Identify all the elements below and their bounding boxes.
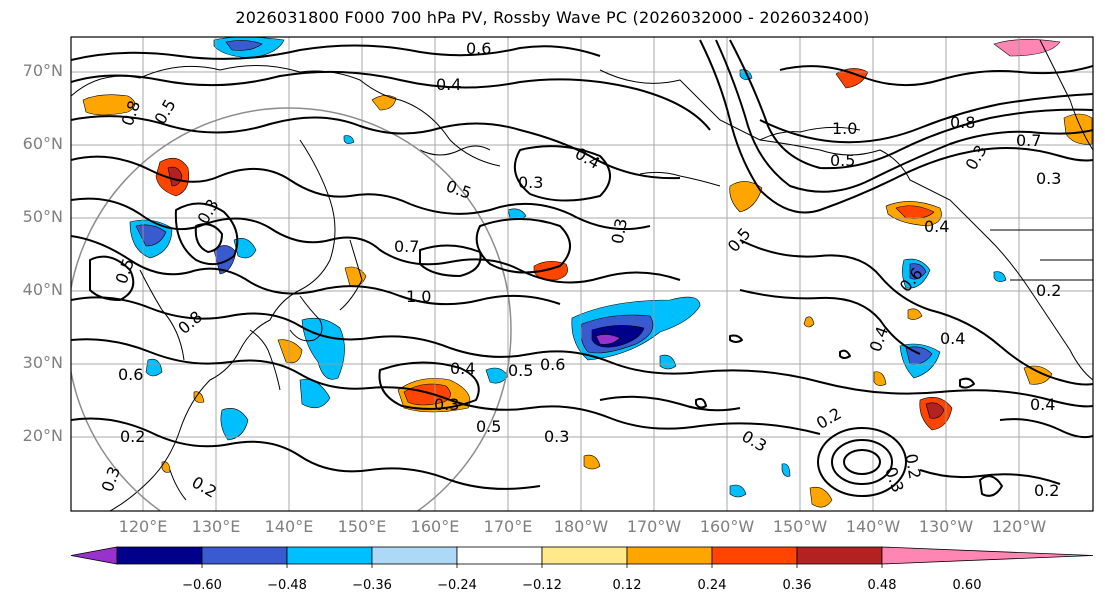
lat-label-40n: 40°N: [22, 280, 63, 299]
colorbar-tick-label: −0.24: [437, 578, 477, 593]
lon-label-130e: 130°E: [191, 517, 241, 536]
contour-label: 1.0: [406, 287, 431, 306]
map-panel: 0.6 0.4 0.8 0.5 0.3 0.4 0.3 0.5 0.7 1.0 …: [71, 37, 1093, 511]
colorbar-tick-label: −0.60: [182, 578, 222, 593]
colorbar-segment: [201, 546, 288, 565]
pv-anomaly-shading: [82, 37, 1093, 508]
colorbar-extend-low: [70, 546, 118, 565]
contour-label: 0.2: [1034, 481, 1059, 500]
lat-label-30n: 30°N: [22, 353, 63, 372]
contour-label: 0.6: [118, 365, 143, 384]
lat-label-60n: 60°N: [22, 134, 63, 153]
colorbar-tick-label: 0.48: [867, 578, 897, 593]
colorbar-segment: [116, 546, 203, 565]
colorbar-tick-label: 0.36: [782, 578, 812, 593]
colorbar-tick-label: 0.24: [697, 578, 727, 593]
contour-label: 0.6: [540, 355, 565, 374]
colorbar-segment: [541, 546, 628, 565]
lon-label-120e: 120°E: [118, 517, 168, 536]
contour-label: 0.2: [901, 452, 924, 480]
map-title: 2026031800 F000 700 hPa PV, Rossby Wave …: [235, 8, 870, 27]
contour-label: 0.4: [450, 359, 475, 378]
contour-label: 0.3: [434, 395, 459, 414]
colorbar-segment: [456, 546, 543, 565]
lon-label-120w: 120°W: [991, 517, 1047, 536]
colorbar-extend-high: [881, 546, 1094, 565]
lon-label-170e: 170°E: [483, 517, 533, 536]
lat-label-20n: 20°N: [22, 426, 63, 445]
contour-label: 0.3: [544, 427, 569, 446]
region-circle: [71, 107, 512, 511]
contour-label: 0.3: [518, 173, 543, 192]
contour-label: 0.2: [1036, 281, 1061, 300]
contour-label: 0.5: [476, 417, 501, 436]
colorbar-tick-label: −0.12: [522, 578, 562, 593]
contour-label: 0.4: [436, 75, 461, 94]
colorbar-segment: [626, 546, 713, 565]
colorbar-tick-label: 0.12: [612, 578, 642, 593]
contour-label: 0.3: [1036, 169, 1061, 188]
lon-label-150e: 150°E: [337, 517, 387, 536]
contour-label: 0.3: [608, 217, 631, 245]
lon-label-180w: 180°W: [553, 517, 609, 536]
colorbar-tick-label: −0.48: [267, 578, 307, 593]
colorbar-tick-label: −0.36: [352, 578, 392, 593]
contour-label: 0.4: [924, 217, 949, 236]
lon-label-160w: 160°W: [699, 517, 755, 536]
lon-label-160e: 160°E: [410, 517, 460, 536]
lon-label-170w: 170°W: [626, 517, 682, 536]
contour-label: 0.7: [394, 237, 419, 256]
contour-label: 0.8: [950, 113, 975, 132]
contour-label: 1.0: [832, 119, 857, 138]
lon-label-140e: 140°E: [264, 517, 314, 536]
colorbar-tick-label: 0.60: [952, 578, 982, 593]
contour-label: 0.4: [940, 329, 965, 348]
anomaly-negative: [129, 37, 1007, 498]
lon-label-130w: 130°W: [918, 517, 974, 536]
contour-label: 0.6: [466, 39, 491, 58]
colorbar: [70, 546, 1094, 568]
map-frame: [70, 36, 1094, 512]
contour-label: 0.4: [1030, 395, 1055, 414]
lon-label-150w: 150°W: [772, 517, 828, 536]
lat-label-70n: 70°N: [22, 61, 63, 80]
colorbar-segment: [796, 546, 883, 565]
contour-label: 0.5: [830, 151, 855, 170]
contour-label: 0.2: [120, 427, 145, 446]
contour-label: 0.7: [1016, 131, 1041, 150]
lat-label-50n: 50°N: [22, 207, 63, 226]
colorbar-segment: [371, 546, 458, 565]
contour-label: 0.5: [508, 361, 533, 380]
coastlines: [71, 39, 1093, 511]
colorbar-segment: [711, 546, 798, 565]
pv-contours: [71, 39, 1093, 497]
colorbar-segment: [286, 546, 373, 565]
lon-label-140w: 140°W: [845, 517, 901, 536]
